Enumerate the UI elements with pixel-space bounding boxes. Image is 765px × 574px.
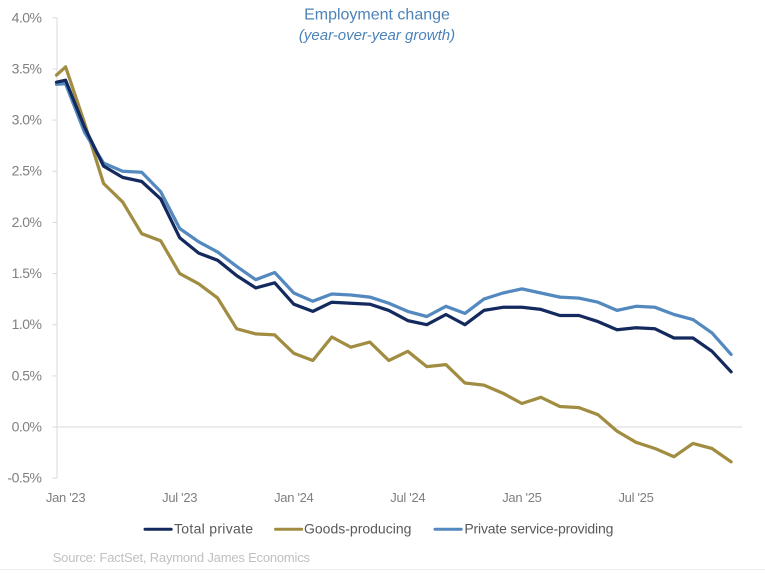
svg-text:2.5%: 2.5% bbox=[12, 163, 42, 179]
svg-text:Source: FactSet, Raymond James: Source: FactSet, Raymond James Economics bbox=[53, 550, 311, 565]
svg-text:0.0%: 0.0% bbox=[12, 419, 42, 435]
svg-text:-0.5%: -0.5% bbox=[7, 470, 41, 486]
svg-text:4.0%: 4.0% bbox=[12, 9, 42, 25]
svg-text:2.0%: 2.0% bbox=[12, 214, 42, 230]
svg-text:Employment change: Employment change bbox=[304, 7, 450, 24]
svg-text:3.5%: 3.5% bbox=[12, 60, 42, 76]
svg-text:Jul '24: Jul '24 bbox=[390, 490, 425, 505]
svg-text:Jan '25: Jan '25 bbox=[502, 490, 541, 505]
svg-text:Jul '25: Jul '25 bbox=[618, 490, 653, 505]
svg-text:0.5%: 0.5% bbox=[12, 367, 42, 383]
svg-text:Jul '23: Jul '23 bbox=[162, 490, 197, 505]
svg-text:Private service-providing: Private service-providing bbox=[464, 521, 613, 537]
svg-text:Jan '24: Jan '24 bbox=[274, 490, 313, 505]
svg-text:Jan '23: Jan '23 bbox=[46, 490, 85, 505]
svg-text:1.0%: 1.0% bbox=[12, 316, 42, 332]
svg-text:Goods-producing: Goods-producing bbox=[304, 521, 411, 537]
svg-text:Total private: Total private bbox=[174, 521, 253, 537]
svg-text:(year-over-year growth): (year-over-year growth) bbox=[299, 27, 455, 44]
svg-text:1.5%: 1.5% bbox=[12, 265, 42, 281]
svg-text:3.0%: 3.0% bbox=[12, 112, 42, 128]
